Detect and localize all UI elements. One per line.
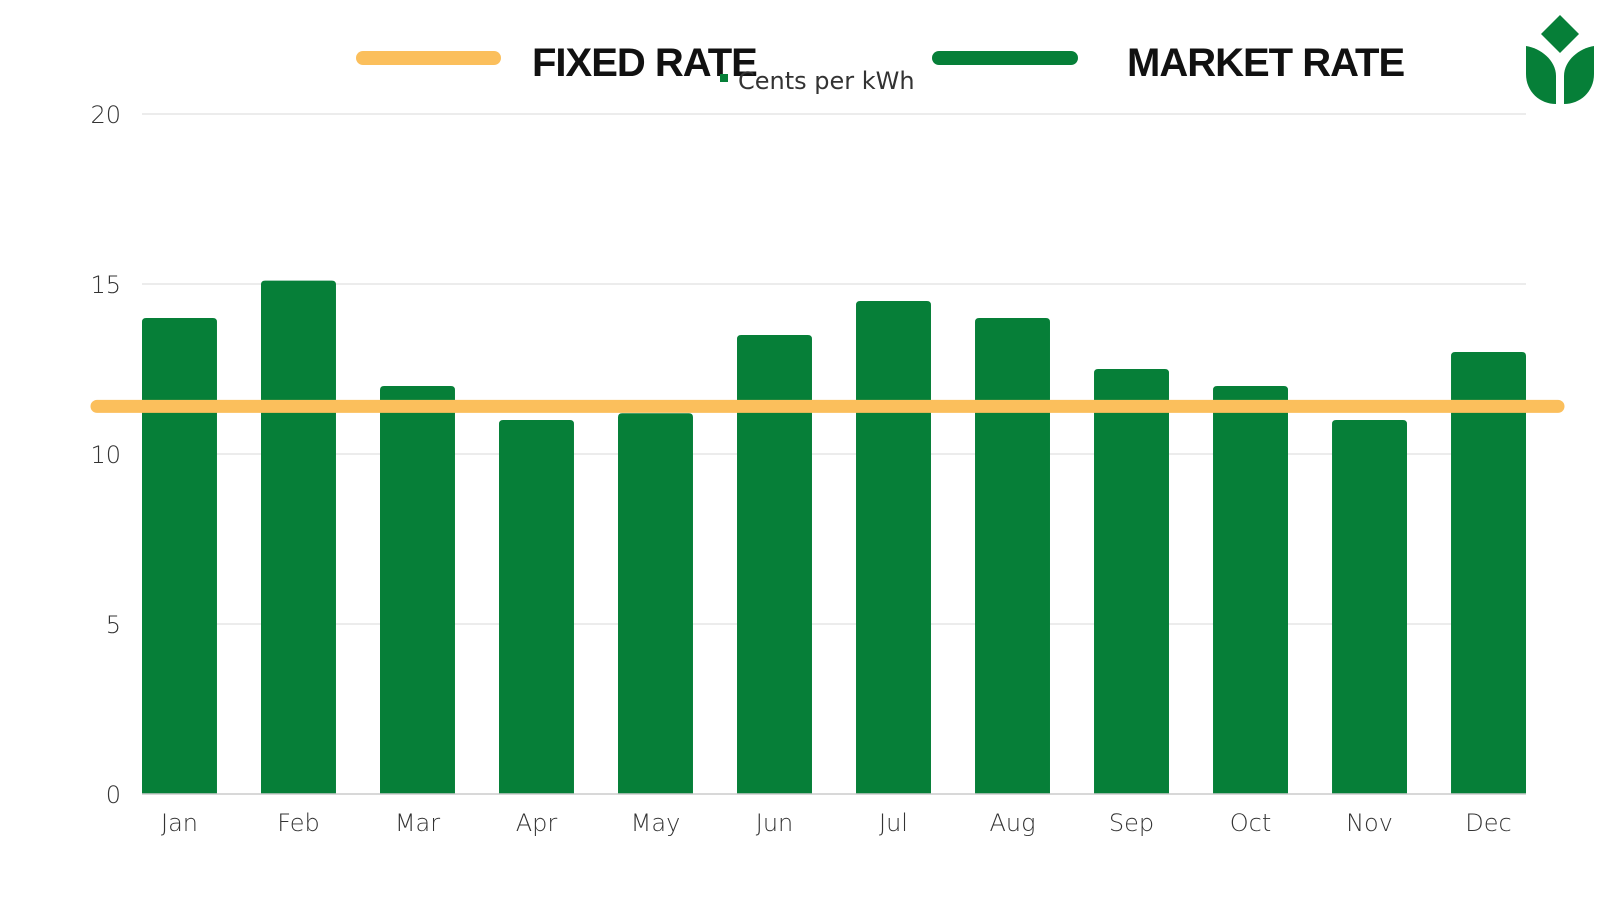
x-tick-label: Jul: [879, 809, 908, 837]
bar-oct: [1213, 386, 1288, 794]
y-axis-ticks: 0 5 10 15 20: [90, 101, 121, 809]
x-tick-label: Feb: [277, 809, 320, 837]
x-tick-label: Oct: [1230, 809, 1272, 837]
bar-jun: [737, 335, 812, 794]
x-tick-label: Apr: [516, 809, 558, 837]
bar-jul: [856, 301, 931, 794]
x-axis-ticks: Jan Feb Mar Apr May Jun Jul Aug Sep Oct Nov Dec: [161, 809, 1512, 837]
y-tick-label: 20: [90, 101, 121, 129]
bar-sep: [1094, 369, 1169, 794]
gridlines: [142, 113, 1526, 625]
x-tick-label: Sep: [1109, 809, 1154, 837]
x-tick-label: Mar: [395, 809, 440, 837]
x-tick-label: Jan: [161, 809, 198, 837]
bar-dec: [1451, 352, 1526, 794]
bar-mar: [380, 386, 455, 794]
legend-series-marker: [720, 74, 728, 82]
y-tick-label: 10: [90, 441, 121, 469]
x-tick-label: Nov: [1346, 809, 1393, 837]
x-tick-label: Dec: [1465, 809, 1511, 837]
bar-may: [618, 413, 693, 794]
bar-aug: [975, 318, 1050, 794]
legend-series-label: Cents per kWh: [738, 67, 915, 95]
bar-apr: [499, 420, 574, 794]
bar-nov: [1332, 420, 1407, 794]
y-tick-label: 0: [106, 781, 121, 809]
bar-jan: [142, 318, 217, 794]
legend: FIXED RATE Cents per kWh MARKET RATE: [356, 41, 1405, 95]
y-tick-label: 5: [106, 611, 121, 639]
x-tick-label: May: [631, 809, 681, 837]
x-tick-label: Aug: [989, 809, 1035, 837]
bars: [142, 280, 1526, 795]
y-tick-label: 15: [90, 271, 121, 299]
x-tick-label: Jun: [756, 809, 794, 837]
leaf-logo-icon: [1526, 15, 1594, 104]
bar-feb: [261, 280, 336, 795]
legend-market-label: MARKET RATE: [1127, 41, 1404, 85]
